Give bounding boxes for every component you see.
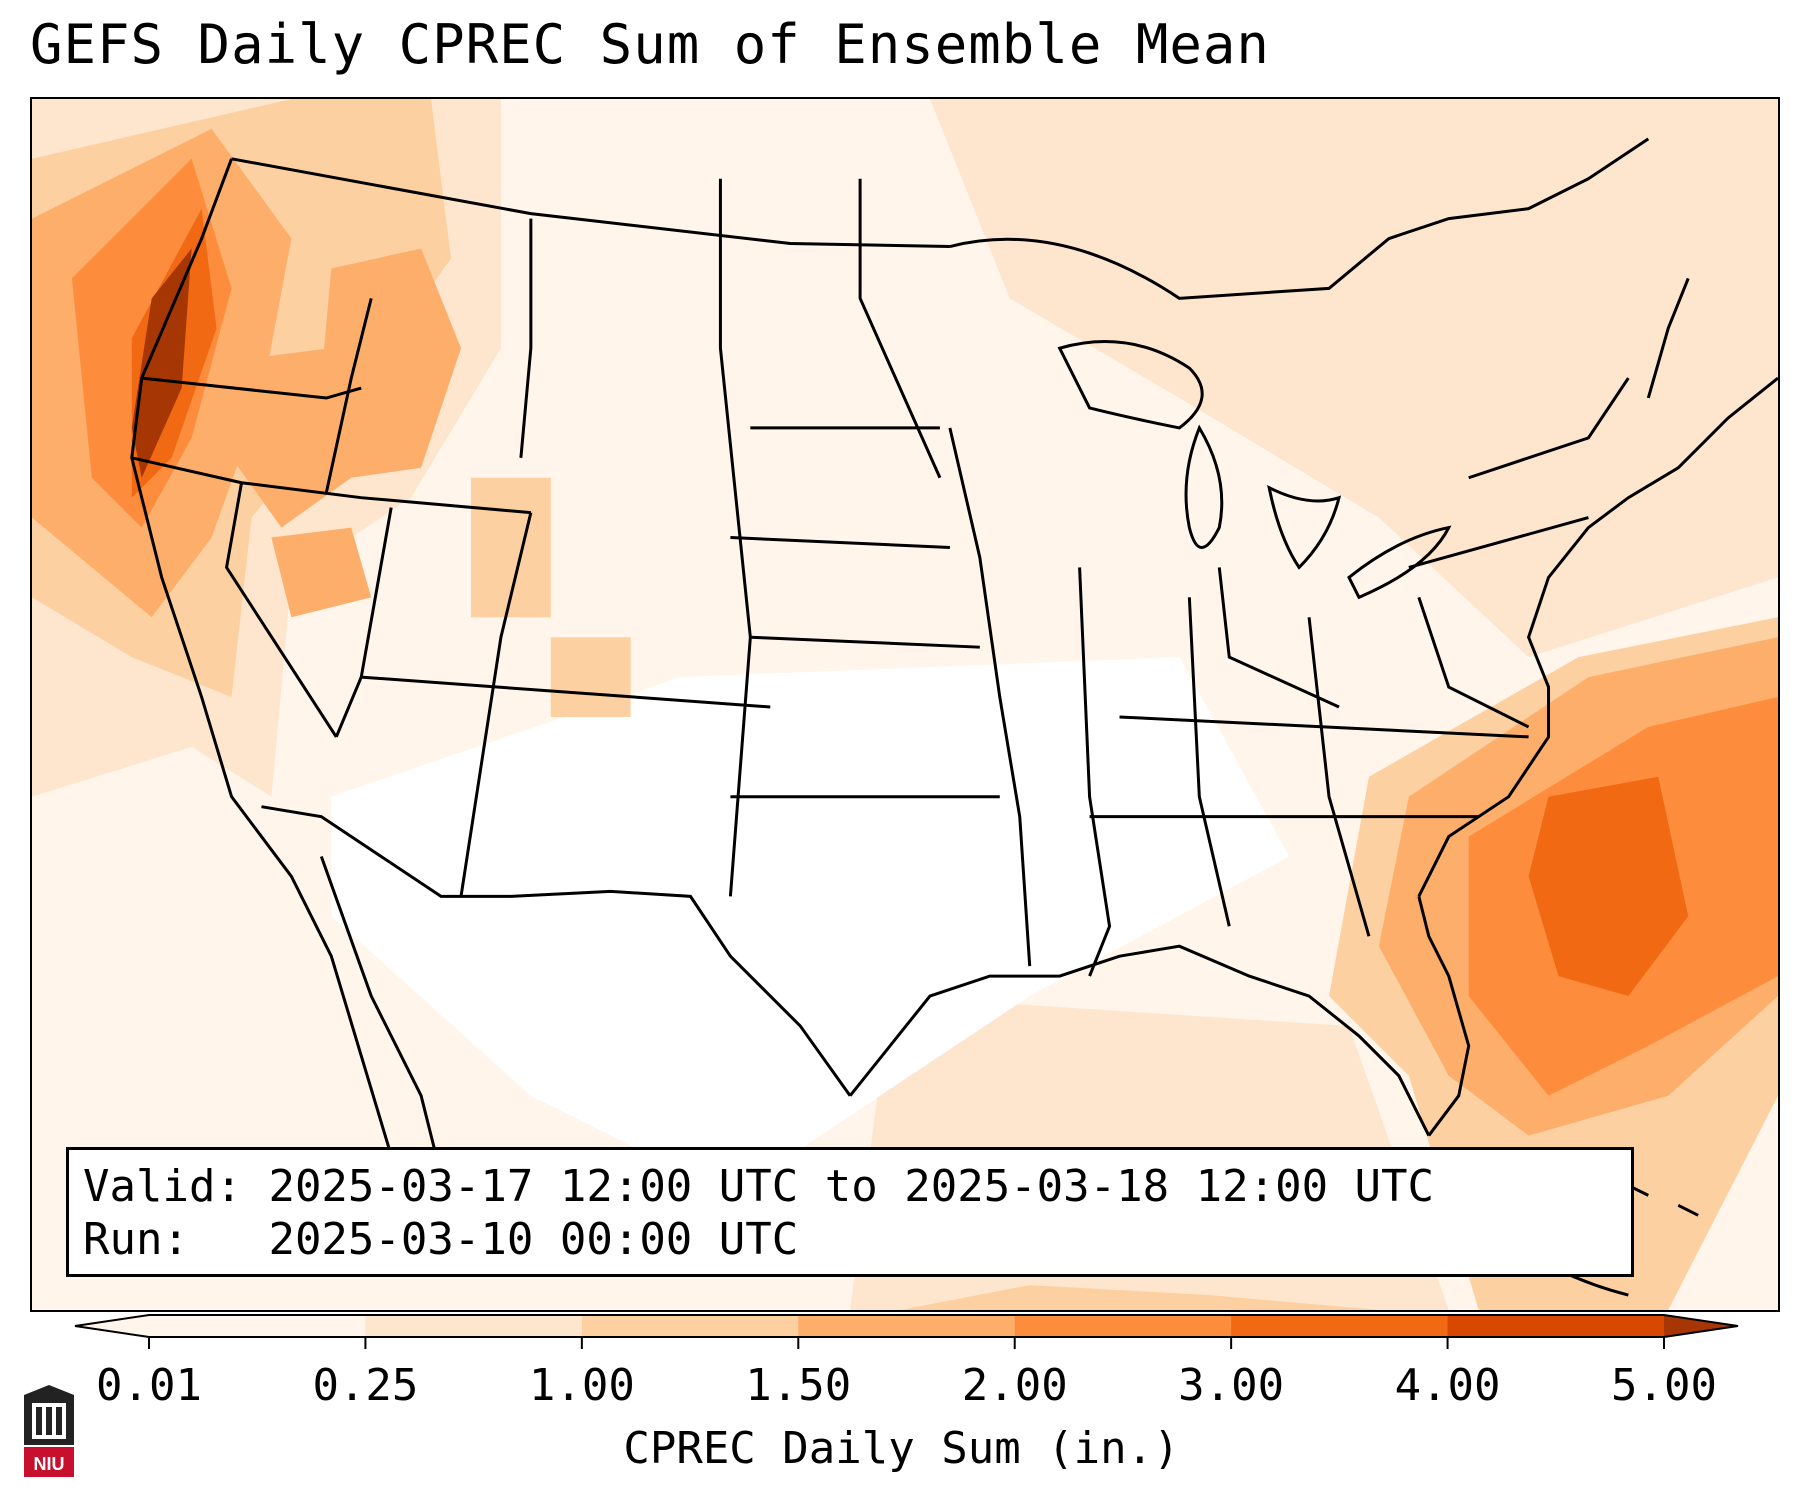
colorbar-segment	[1447, 1315, 1665, 1337]
state-line-tn	[1119, 715, 1529, 739]
valid-value: 2025-03-17 12:00 UTC to 2025-03-18 12:00…	[268, 1161, 1435, 1212]
dry-interior-area	[331, 657, 1290, 1196]
state-line-wa-id	[324, 297, 373, 494]
state-line-ga	[1307, 617, 1371, 937]
map-panel	[30, 97, 1780, 1312]
state-line-ca-or	[131, 456, 531, 515]
state-line-mo-ar	[948, 427, 1032, 967]
lake-superior	[1057, 340, 1204, 430]
state-line-va	[1417, 596, 1530, 729]
map-title: GEFS Daily CPREC Sum of Ensemble Mean	[30, 13, 1270, 76]
colorbar-tick-label: 2.00	[961, 1360, 1068, 1411]
state-line-al	[1187, 597, 1231, 927]
colorbar-extend-low	[75, 1315, 149, 1337]
boundary-lines	[130, 137, 1778, 1297]
precip-map	[32, 99, 1778, 1310]
run-label: Run:	[83, 1214, 189, 1265]
valid-label: Valid:	[83, 1161, 242, 1212]
state-line-new-england	[1646, 277, 1690, 399]
pacific-coastline	[130, 158, 423, 1246]
colorbar-segment	[581, 1315, 799, 1337]
florida-coastline	[1417, 896, 1471, 1137]
state-line-nv	[224, 482, 338, 738]
colorbar-segment	[365, 1315, 583, 1337]
valid-run-info-box: Valid: 2025-03-17 12:00 UTC to 2025-03-1…	[66, 1147, 1634, 1277]
niu-logo-text: NIU	[34, 1454, 65, 1474]
colorbar-extend-high	[1664, 1315, 1738, 1337]
oregon-inland-area	[231, 348, 352, 528]
gulf-coastline	[848, 944, 1431, 1137]
colorbar	[74, 1314, 1739, 1349]
colorbar-segment	[1231, 1315, 1449, 1337]
colorbar-ticks	[148, 1337, 1665, 1349]
mexico-border	[261, 805, 852, 1097]
canada-border-east	[949, 137, 1650, 300]
colorbar-tick-label: 0.25	[312, 1360, 419, 1411]
canada-border-west	[231, 157, 950, 249]
colorbar-tick-label: 3.00	[1178, 1360, 1285, 1411]
colorbar-label: CPREC Daily Sum (in.)	[623, 1423, 1180, 1474]
nevada-precip-cell	[271, 527, 372, 618]
state-line-pa	[1408, 516, 1589, 569]
northeast-precip-area	[929, 99, 1778, 658]
niu-logo: NIU	[24, 1385, 74, 1477]
state-line-az-nm	[459, 512, 533, 897]
atlantic-precip-heavy	[1528, 776, 1689, 997]
state-line-mn	[858, 178, 942, 479]
state-line-four-corners	[361, 675, 771, 709]
colorbar-segment	[149, 1315, 366, 1337]
lake-erie	[1347, 525, 1452, 600]
colorbar-tick-label: 4.00	[1394, 1360, 1501, 1411]
state-line-ks	[750, 635, 980, 649]
idaho-precip-area	[321, 248, 462, 478]
caribbean-precip-band	[900, 1285, 1379, 1310]
state-line-mt-wy	[519, 218, 533, 458]
colorbar-segment	[798, 1315, 1016, 1337]
colorbar-outline	[74, 1314, 1739, 1338]
state-line-ky	[1217, 567, 1340, 709]
state-line-ms	[1078, 567, 1112, 977]
colorbar-tick-label: 1.50	[745, 1360, 852, 1411]
colorado-precip-cell	[550, 637, 631, 717]
run-value: 2025-03-10 00:00 UTC	[268, 1214, 799, 1265]
state-line-or-north	[141, 376, 362, 400]
colorbar-segments	[75, 1315, 1738, 1337]
state-line-nd-co	[718, 178, 752, 897]
lake-huron	[1267, 485, 1342, 570]
colorbar-segment	[1014, 1315, 1232, 1337]
colorbar-tick-label: 0.01	[96, 1360, 202, 1411]
atlantic-coastline	[1417, 376, 1778, 898]
colorbar-tick-label: 1.00	[528, 1360, 635, 1411]
lake-michigan	[1184, 424, 1224, 549]
state-line-ny	[1468, 377, 1630, 480]
pacific-northwest-extreme	[131, 248, 192, 478]
colorbar-tick-label: 5.00	[1611, 1360, 1717, 1411]
state-line-ne	[730, 536, 950, 550]
